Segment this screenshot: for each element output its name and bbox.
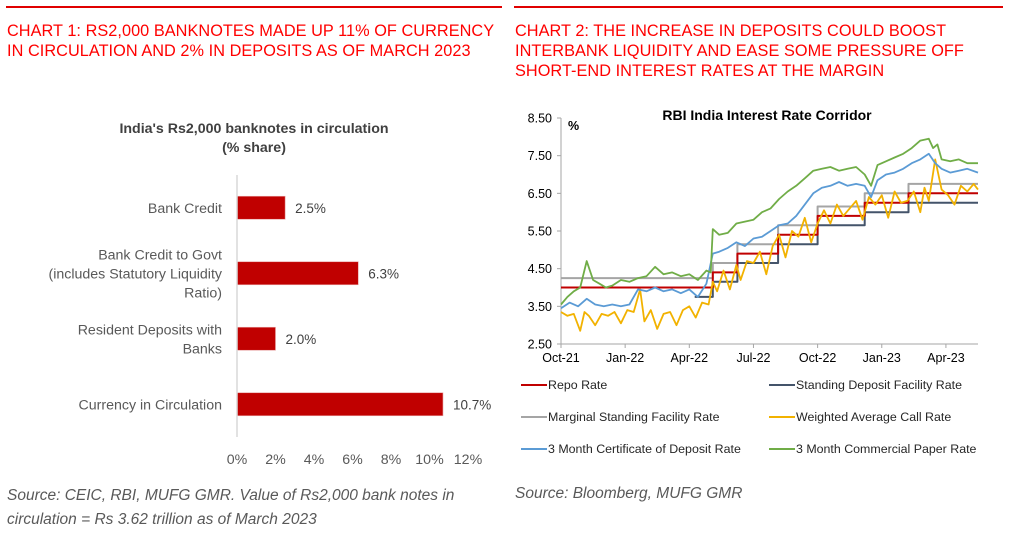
x-tick-label: Jan-23	[863, 351, 901, 365]
x-tick-label: Jul-22	[736, 351, 770, 365]
x-tick-label: Jan-22	[606, 351, 644, 365]
legend-label: Weighted Average Call Rate	[796, 410, 952, 424]
x-tick-label: 2%	[265, 452, 286, 468]
y-tick-label: 6.50	[528, 187, 552, 201]
x-tick-label: 10%	[415, 452, 444, 468]
chart2-line-chart: RBI India Interest Rate Corridor % 2.50 3…	[528, 107, 979, 365]
chart1-bar-chart: India's Rs2,000 banknotes in circulation…	[49, 121, 492, 468]
series-3-month-commercial-paper-rate	[560, 137, 978, 306]
legend-item-cd-rate: 3 Month Certificate of Deposit Rate	[521, 442, 741, 456]
category-label: (includes Statutory Liquidity	[49, 266, 223, 282]
right-headline-rule	[514, 6, 1003, 8]
y-tick-label: 8.50	[528, 112, 552, 126]
legend-label: 3 Month Commercial Paper Rate	[796, 442, 977, 456]
category-label: Bank Credit to Govt	[98, 247, 222, 263]
legend-swatch-repo	[521, 383, 547, 387]
series-3-month-certificate-of-deposit-rate	[560, 152, 979, 309]
series-repo-rate	[561, 192, 978, 289]
bar-data-label: 2.5%	[295, 201, 326, 216]
bar-0	[236, 195, 286, 220]
x-tick-label: Apr-23	[927, 351, 965, 365]
legend-label: Standing Deposit Facility Rate	[796, 378, 962, 392]
chart2-source-note: Source: Bloomberg, MUFG GMR	[515, 485, 743, 502]
legend-label: Repo Rate	[548, 378, 608, 392]
category-label: Currency in Circulation	[78, 397, 222, 413]
legend-label: 3 Month Certificate of Deposit Rate	[548, 442, 741, 456]
legend-swatch-msf	[521, 415, 547, 419]
x-tick-label: 6%	[342, 452, 363, 468]
x-tick-label: Apr-22	[671, 351, 709, 365]
legend-item-call-rate: Weighted Average Call Rate	[769, 410, 951, 424]
legend-label: Marginal Standing Facility Rate	[548, 410, 720, 424]
category-label: Bank Credit	[148, 201, 222, 217]
series-weighted-average-call-rate	[560, 158, 979, 332]
legend-swatch-sdf	[769, 383, 795, 387]
y-tick-label: 2.50	[528, 338, 552, 352]
chart1-headline: CHART 1: RS2,000 BANKNOTES MADE UP 11% O…	[7, 22, 494, 60]
x-tick-label: 0%	[227, 452, 248, 468]
chart2-title: RBI India Interest Rate Corridor	[662, 107, 872, 123]
y-tick-label: 7.50	[528, 149, 552, 163]
chart2-y-unit: %	[568, 119, 579, 133]
x-tick-label: 8%	[381, 452, 402, 468]
x-tick-label: 4%	[304, 452, 325, 468]
y-tick-label: 3.50	[528, 300, 552, 314]
chart1-title: India's Rs2,000 banknotes in circulation	[119, 121, 388, 137]
legend-swatch-call	[769, 415, 795, 419]
left-headline-rule	[6, 6, 502, 8]
series-marginal-standing-facility-rate	[561, 182, 978, 280]
chart1-subtitle: (% share)	[222, 140, 286, 156]
legend-item-repo-rate: Repo Rate	[521, 378, 607, 392]
x-tick-label: Oct-22	[799, 351, 837, 365]
x-tick-label: Oct-21	[542, 351, 580, 365]
bar-data-label: 2.0%	[286, 332, 317, 347]
bar-data-label: 6.3%	[368, 266, 399, 281]
series-standing-deposit-facility-rate	[694, 201, 978, 298]
legend-swatch-cp	[769, 447, 795, 451]
y-tick-label: 5.50	[528, 225, 552, 239]
category-label: Resident Deposits with	[78, 322, 222, 338]
legend-swatch-cd	[521, 447, 547, 451]
x-tick-label: 12%	[454, 452, 483, 468]
bar-2	[236, 326, 276, 351]
legend-item-sdf-rate: Standing Deposit Facility Rate	[769, 378, 962, 392]
bar-data-label: 10.7%	[453, 397, 491, 412]
legend-item-msf-rate: Marginal Standing Facility Rate	[521, 410, 720, 424]
chart1-source-note: Source: CEIC, RBI, MUFG GMR. Value of Rs…	[7, 487, 455, 528]
y-tick-label: 4.50	[528, 262, 552, 276]
category-label: Ratio)	[184, 285, 222, 301]
category-label: Banks	[183, 341, 222, 357]
chart2-headline: CHART 2: THE INCREASE IN DEPOSITS COULD …	[515, 22, 964, 80]
legend-item-cp-rate: 3 Month Commercial Paper Rate	[769, 442, 976, 456]
bar-3	[236, 392, 444, 417]
bar-1	[236, 261, 359, 286]
